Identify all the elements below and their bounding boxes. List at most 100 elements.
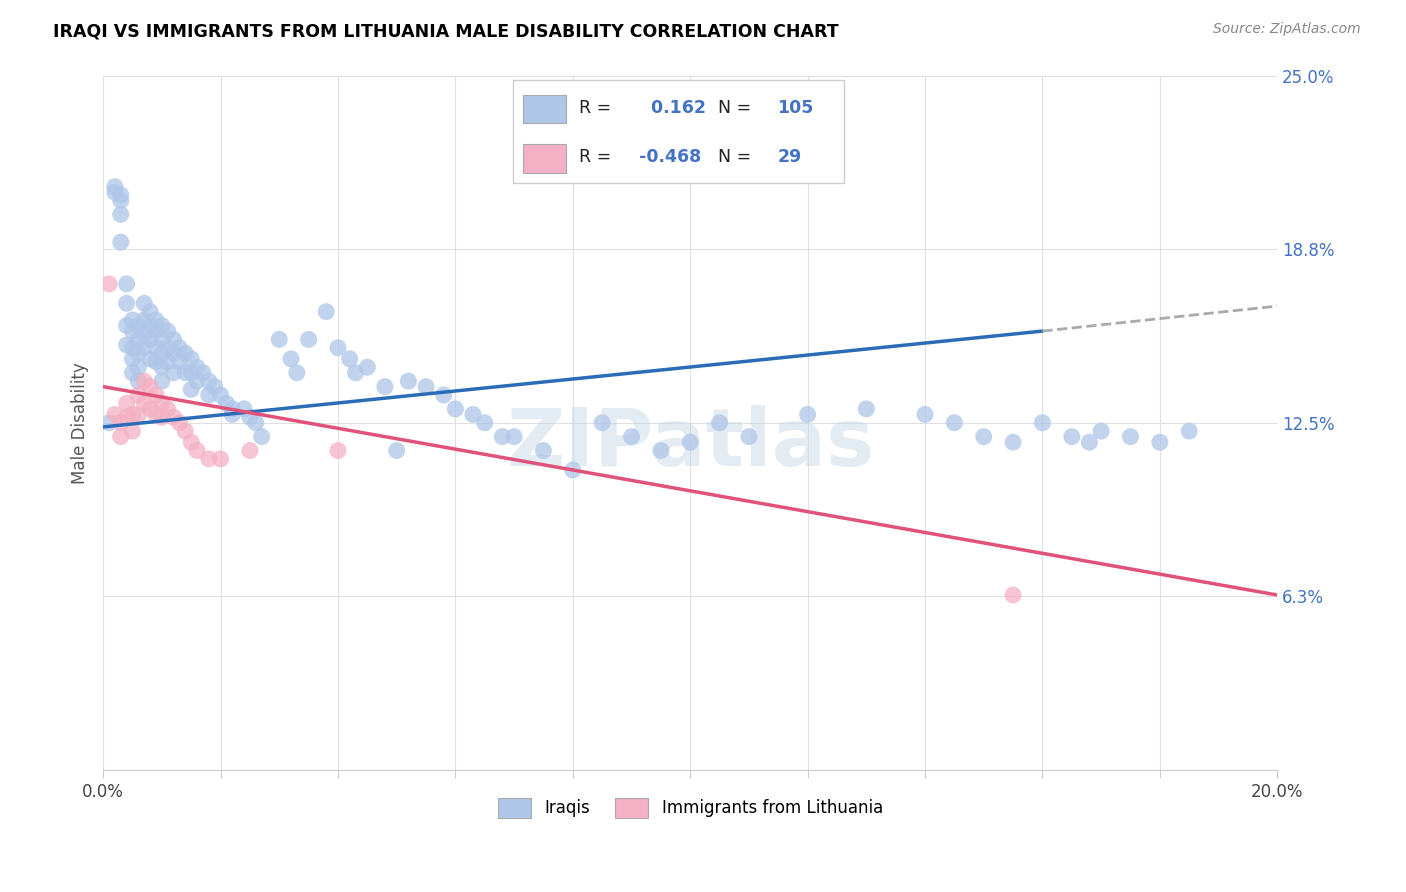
Point	[339, 351, 361, 366]
Point	[186, 443, 208, 458]
Point	[121, 313, 143, 327]
Point	[239, 443, 262, 458]
Point	[162, 410, 184, 425]
Point	[115, 338, 138, 352]
Point	[1119, 430, 1142, 444]
Point	[134, 313, 156, 327]
Point	[150, 318, 173, 333]
Point	[326, 443, 349, 458]
Point	[98, 277, 121, 291]
Point	[326, 341, 349, 355]
Point	[433, 388, 456, 402]
Point	[591, 416, 613, 430]
Point	[145, 341, 167, 355]
Point	[121, 366, 143, 380]
Point	[396, 374, 419, 388]
Point	[1078, 435, 1101, 450]
Point	[127, 333, 149, 347]
Point	[169, 354, 191, 368]
Point	[374, 379, 396, 393]
Point	[134, 396, 156, 410]
Bar	[523, 95, 567, 123]
Point	[385, 443, 408, 458]
Text: R =: R =	[579, 148, 617, 166]
Point	[115, 396, 138, 410]
Point	[186, 360, 208, 375]
Point	[134, 296, 156, 310]
Point	[145, 354, 167, 368]
Point	[1149, 435, 1171, 450]
Point	[209, 388, 232, 402]
Bar	[523, 144, 567, 173]
Point	[156, 401, 179, 416]
Text: -0.468: -0.468	[638, 148, 702, 166]
Point	[269, 333, 291, 347]
Point	[127, 318, 149, 333]
Point	[503, 430, 526, 444]
Point	[561, 463, 583, 477]
Point	[121, 324, 143, 338]
Point	[110, 207, 132, 221]
Point	[1090, 424, 1112, 438]
Point	[233, 401, 256, 416]
Point	[115, 410, 138, 425]
Point	[679, 435, 702, 450]
Point	[174, 366, 197, 380]
Point	[1060, 430, 1083, 444]
Point	[127, 374, 149, 388]
Point	[150, 346, 173, 360]
Point	[174, 346, 197, 360]
Point	[139, 379, 162, 393]
Point	[145, 324, 167, 338]
Point	[973, 430, 995, 444]
Y-axis label: Male Disability: Male Disability	[72, 362, 89, 483]
Text: R =: R =	[579, 99, 617, 117]
Point	[104, 408, 127, 422]
Point	[650, 443, 672, 458]
Point	[134, 341, 156, 355]
Point	[943, 416, 966, 430]
Point	[914, 408, 936, 422]
Text: IRAQI VS IMMIGRANTS FROM LITHUANIA MALE DISABILITY CORRELATION CHART: IRAQI VS IMMIGRANTS FROM LITHUANIA MALE …	[53, 22, 839, 40]
Point	[162, 346, 184, 360]
Point	[145, 313, 167, 327]
Point	[139, 401, 162, 416]
Point	[315, 304, 337, 318]
Point	[280, 351, 302, 366]
Point	[162, 366, 184, 380]
Point	[180, 351, 202, 366]
Point	[139, 351, 162, 366]
Point	[139, 304, 162, 318]
Point	[245, 416, 267, 430]
Point	[533, 443, 555, 458]
Point	[444, 401, 467, 416]
Point	[121, 408, 143, 422]
Point	[104, 179, 127, 194]
Text: 105: 105	[778, 99, 814, 117]
Point	[344, 366, 367, 380]
Point	[127, 388, 149, 402]
Point	[115, 277, 138, 291]
Point	[204, 379, 226, 393]
Point	[620, 430, 643, 444]
Point	[285, 366, 308, 380]
Point	[139, 318, 162, 333]
Point	[297, 333, 319, 347]
Point	[738, 430, 761, 444]
Point	[110, 194, 132, 208]
Text: N =: N =	[718, 99, 756, 117]
Point	[121, 424, 143, 438]
Point	[169, 341, 191, 355]
Point	[239, 410, 262, 425]
Point	[121, 351, 143, 366]
Point	[461, 408, 484, 422]
Point	[150, 410, 173, 425]
Point	[221, 401, 243, 416]
Point	[150, 396, 173, 410]
Text: N =: N =	[718, 148, 756, 166]
Point	[156, 354, 179, 368]
Point	[115, 318, 138, 333]
Point	[191, 366, 214, 380]
Point	[110, 235, 132, 250]
Text: 29: 29	[778, 148, 801, 166]
